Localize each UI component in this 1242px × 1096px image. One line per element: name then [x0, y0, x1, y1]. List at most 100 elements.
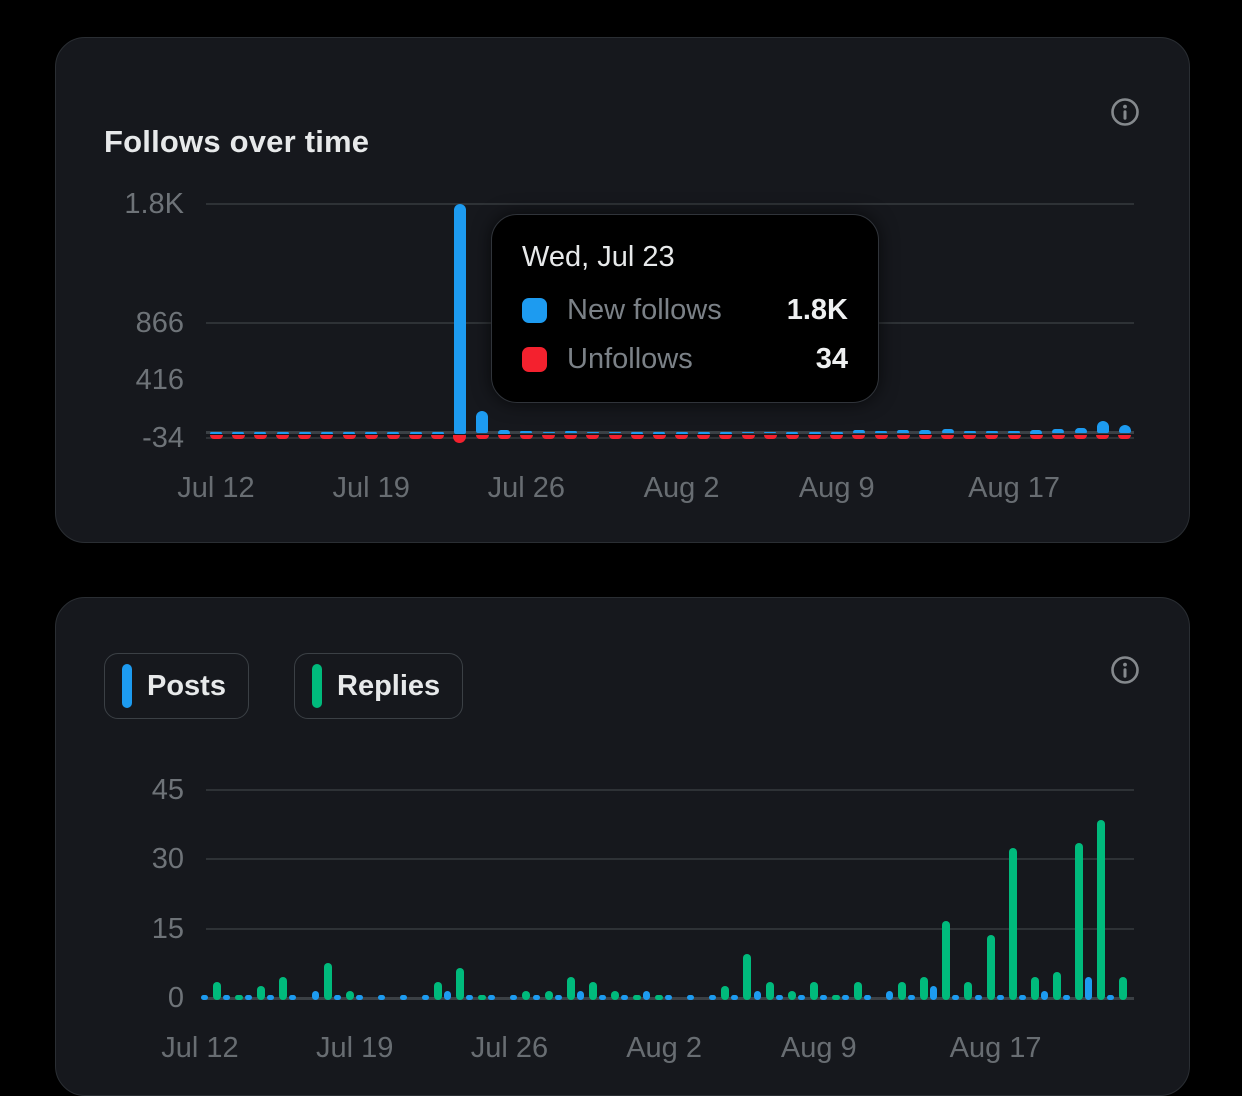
posts-bar[interactable]: [311, 990, 319, 1000]
posts-bar[interactable]: [731, 995, 739, 1000]
new-follows-bar[interactable]: [431, 432, 444, 434]
new-follows-bar[interactable]: [897, 429, 910, 434]
posts-bar[interactable]: [1018, 995, 1026, 1000]
replies-bar[interactable]: [632, 995, 641, 1000]
unfollows-bar[interactable]: [231, 434, 245, 439]
new-follows-bar[interactable]: [1118, 424, 1131, 434]
new-follows-bar[interactable]: [675, 432, 688, 434]
new-follows-bar[interactable]: [852, 429, 865, 434]
replies-bar[interactable]: [853, 981, 862, 1000]
new-follows-bar[interactable]: [365, 432, 378, 434]
posts-bar[interactable]: [399, 995, 407, 1000]
new-follows-bar[interactable]: [786, 432, 799, 434]
posts-bar[interactable]: [687, 995, 695, 1000]
replies-bar[interactable]: [1052, 972, 1061, 1000]
posts-bar[interactable]: [223, 995, 231, 1000]
new-follows-bar[interactable]: [453, 204, 466, 434]
unfollows-bar[interactable]: [409, 434, 423, 439]
unfollows-bar[interactable]: [896, 434, 910, 439]
unfollows-bar[interactable]: [253, 434, 267, 439]
posts-bar[interactable]: [797, 995, 805, 1000]
new-follows-bar[interactable]: [586, 431, 599, 434]
replies-bar[interactable]: [1119, 976, 1128, 1000]
new-follows-bar[interactable]: [742, 431, 755, 434]
unfollows-bar[interactable]: [342, 434, 356, 439]
new-follows-bar[interactable]: [919, 430, 932, 434]
replies-bar[interactable]: [588, 981, 597, 1000]
replies-bar[interactable]: [831, 995, 840, 1000]
replies-bar[interactable]: [522, 990, 531, 1000]
unfollows-bar[interactable]: [320, 434, 334, 439]
posts-bar[interactable]: [819, 995, 827, 1000]
posts-bar[interactable]: [1062, 995, 1070, 1000]
unfollows-bar[interactable]: [763, 434, 777, 439]
posts-bar[interactable]: [576, 990, 584, 1000]
unfollows-bar[interactable]: [652, 434, 666, 439]
posts-bar[interactable]: [864, 995, 871, 1000]
replies-bar[interactable]: [898, 981, 907, 1000]
posts-bar[interactable]: [1107, 995, 1115, 1000]
new-follows-bar[interactable]: [1074, 427, 1087, 434]
replies-bar[interactable]: [964, 981, 973, 1000]
new-follows-bar[interactable]: [1030, 430, 1043, 434]
posts-bar[interactable]: [289, 995, 297, 1000]
unfollows-bar[interactable]: [298, 434, 312, 439]
new-follows-bar[interactable]: [564, 431, 577, 434]
unfollows-bar[interactable]: [386, 434, 400, 439]
new-follows-bar[interactable]: [476, 410, 489, 434]
replies-bar[interactable]: [655, 995, 663, 1000]
unfollows-bar[interactable]: [608, 434, 622, 439]
posts-bar[interactable]: [665, 995, 673, 1000]
new-follows-bar[interactable]: [232, 432, 245, 434]
new-follows-bar[interactable]: [631, 432, 644, 434]
new-follows-bar[interactable]: [830, 432, 843, 434]
unfollows-bar[interactable]: [874, 434, 888, 439]
replies-bar[interactable]: [721, 986, 730, 1000]
unfollows-bar[interactable]: [475, 434, 489, 439]
new-follows-bar[interactable]: [210, 432, 222, 434]
posts-bar[interactable]: [775, 995, 783, 1000]
posts-bar[interactable]: [996, 995, 1004, 1000]
replies-bar[interactable]: [809, 981, 818, 1000]
new-follows-bar[interactable]: [764, 431, 777, 434]
unfollows-bar[interactable]: [918, 434, 932, 439]
posts-bar[interactable]: [444, 990, 452, 1000]
replies-bar[interactable]: [478, 995, 487, 1000]
new-follows-bar[interactable]: [875, 430, 888, 434]
replies-bar[interactable]: [434, 981, 442, 1000]
replies-bar[interactable]: [765, 981, 774, 1000]
new-follows-bar[interactable]: [409, 432, 422, 434]
posts-bar[interactable]: [620, 995, 628, 1000]
unfollows-bar[interactable]: [630, 434, 644, 439]
unfollows-bar[interactable]: [542, 434, 556, 439]
posts-bar[interactable]: [245, 995, 253, 1000]
new-follows-bar[interactable]: [963, 430, 976, 434]
unfollows-bar[interactable]: [364, 434, 378, 439]
unfollows-bar[interactable]: [697, 434, 711, 439]
new-follows-bar[interactable]: [498, 430, 511, 434]
replies-bar[interactable]: [257, 986, 266, 1000]
posts-bar[interactable]: [886, 990, 894, 1000]
replies-bar[interactable]: [1008, 847, 1017, 1000]
new-follows-bar[interactable]: [719, 432, 732, 434]
new-follows-bar[interactable]: [343, 432, 356, 434]
new-follows-bar[interactable]: [254, 432, 267, 434]
posts-bar[interactable]: [554, 995, 562, 1000]
unfollows-bar[interactable]: [209, 434, 223, 439]
unfollows-bar[interactable]: [564, 434, 578, 439]
replies-bar[interactable]: [279, 976, 288, 1000]
new-follows-bar[interactable]: [298, 432, 311, 434]
unfollows-bar[interactable]: [963, 434, 977, 439]
new-follows-bar[interactable]: [276, 432, 289, 434]
unfollows-bar[interactable]: [741, 434, 755, 439]
unfollows-bar[interactable]: [453, 434, 467, 443]
replies-bar[interactable]: [743, 953, 752, 1000]
replies-bar[interactable]: [610, 990, 619, 1000]
posts-bar[interactable]: [974, 995, 982, 1000]
posts-bar[interactable]: [355, 995, 363, 1000]
replies-bar[interactable]: [942, 921, 951, 1000]
unfollows-bar[interactable]: [1118, 434, 1132, 439]
posts-bar[interactable]: [466, 995, 474, 1000]
new-follows-bar[interactable]: [985, 431, 998, 434]
new-follows-bar[interactable]: [1008, 430, 1021, 434]
